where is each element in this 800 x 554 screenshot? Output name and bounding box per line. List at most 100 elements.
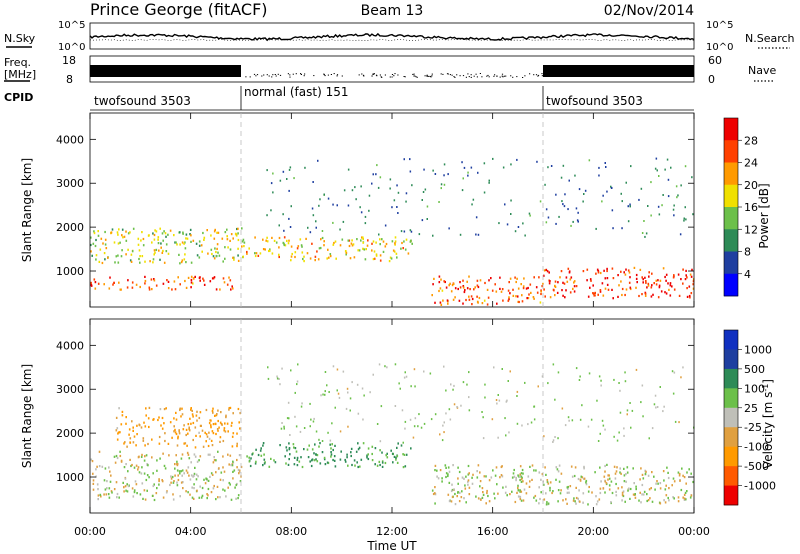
data-cell — [191, 413, 194, 416]
data-cell — [384, 461, 387, 465]
data-cell — [600, 384, 602, 387]
data-cell — [629, 203, 631, 206]
data-cell — [604, 277, 607, 280]
data-cell — [690, 275, 693, 278]
freq-dot — [323, 73, 325, 75]
velocity-cbar-swatch — [724, 427, 738, 447]
data-cell — [573, 285, 576, 288]
freq-dot — [341, 75, 343, 77]
data-cell — [290, 369, 292, 372]
data-cell — [215, 432, 217, 436]
data-cell — [658, 213, 661, 216]
data-cell — [528, 212, 531, 215]
data-cell — [296, 456, 299, 459]
data-cell — [464, 289, 466, 292]
data-cell — [501, 368, 503, 370]
nsky-line — [89, 32, 695, 42]
data-cell — [296, 464, 299, 467]
data-cell — [157, 238, 159, 241]
data-cell — [501, 475, 504, 478]
data-cell — [103, 252, 106, 255]
data-cell — [301, 251, 304, 254]
data-cell — [283, 236, 286, 239]
data-cell — [327, 197, 330, 200]
data-cell — [483, 299, 486, 302]
data-cell — [153, 279, 156, 282]
data-cell — [227, 453, 229, 456]
data-cell — [232, 432, 235, 435]
data-cell — [543, 288, 545, 291]
data-cell — [485, 475, 487, 478]
data-cell — [381, 460, 384, 463]
freq-dot — [431, 75, 433, 77]
data-cell — [138, 257, 140, 261]
data-cell — [163, 408, 166, 411]
data-cell — [655, 406, 657, 409]
data-cell — [599, 271, 602, 275]
data-cell — [558, 480, 561, 483]
data-cell — [273, 459, 275, 462]
data-cell — [461, 490, 463, 493]
data-cell — [122, 481, 124, 484]
data-cell — [448, 500, 451, 503]
data-cell — [153, 278, 155, 281]
data-cell — [174, 428, 176, 431]
power-ylabel: Slant Range [km] — [20, 158, 34, 262]
data-cell — [316, 250, 318, 253]
data-cell — [155, 230, 158, 233]
data-cell — [205, 440, 207, 443]
data-cell — [154, 251, 156, 254]
data-cell — [189, 228, 192, 231]
data-cell — [139, 285, 141, 289]
data-cell — [115, 481, 118, 484]
data-cell — [209, 475, 211, 478]
data-cell — [517, 495, 520, 498]
data-cell — [548, 271, 550, 274]
freq-dot — [479, 73, 481, 74]
data-cell — [177, 437, 179, 440]
data-cell — [144, 444, 146, 447]
data-cell — [167, 287, 170, 290]
data-cell — [625, 473, 627, 476]
data-cell — [217, 231, 220, 234]
data-cell — [680, 184, 682, 187]
data-cell — [466, 287, 469, 290]
data-cell — [682, 268, 684, 271]
data-cell — [158, 479, 160, 483]
data-cell — [263, 453, 265, 456]
data-cell — [692, 213, 694, 216]
data-cell — [454, 287, 457, 290]
data-cell — [215, 471, 217, 474]
data-cell — [263, 462, 266, 465]
data-cell — [540, 478, 542, 481]
data-cell — [443, 431, 445, 434]
date-title: 02/Nov/2014 — [604, 3, 694, 19]
data-cell — [186, 451, 189, 454]
data-cell — [309, 257, 312, 260]
data-cell — [250, 457, 252, 460]
data-cell — [669, 294, 672, 297]
data-cell — [488, 479, 491, 482]
data-cell — [160, 424, 162, 427]
data-cell — [349, 409, 351, 412]
data-cell — [332, 458, 334, 462]
data-cell — [283, 229, 285, 232]
data-cell — [648, 488, 651, 491]
data-cell — [635, 368, 638, 371]
freq-dot — [393, 75, 395, 77]
data-cell — [520, 283, 522, 286]
freq-dot — [384, 74, 386, 76]
data-cell — [360, 239, 362, 242]
freq-dot — [304, 73, 306, 75]
data-cell — [156, 459, 158, 462]
data-cell — [97, 494, 100, 497]
data-cell — [317, 258, 320, 261]
data-cell — [267, 366, 269, 369]
data-cell — [547, 482, 550, 485]
data-cell — [561, 289, 563, 292]
data-cell — [539, 301, 542, 304]
data-cell — [279, 179, 282, 182]
data-cell — [293, 456, 296, 459]
data-cell — [673, 371, 676, 374]
data-cell — [565, 498, 567, 501]
